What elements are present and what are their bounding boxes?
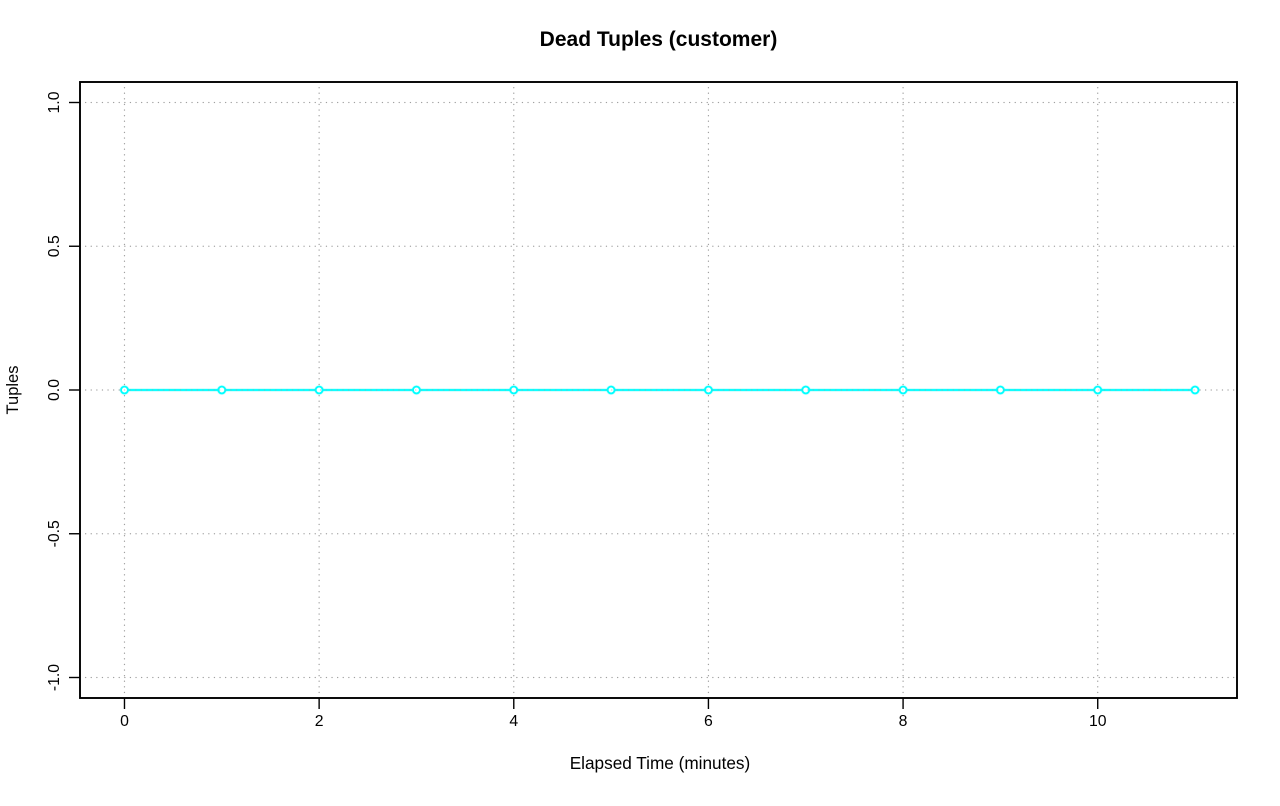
svg-text:Tuples: Tuples [4, 366, 22, 415]
svg-text:-0.5: -0.5 [46, 520, 63, 547]
svg-text:8: 8 [899, 713, 908, 730]
svg-text:0.0: 0.0 [46, 379, 63, 401]
svg-text:2: 2 [315, 713, 324, 730]
svg-text:10: 10 [1089, 713, 1107, 730]
svg-text:-1.0: -1.0 [46, 664, 63, 691]
svg-text:1.0: 1.0 [46, 91, 63, 113]
svg-text:4: 4 [509, 713, 518, 730]
svg-text:0.5: 0.5 [46, 235, 63, 257]
svg-text:Dead Tuples (customer): Dead Tuples (customer) [540, 28, 778, 51]
svg-text:Elapsed Time (minutes): Elapsed Time (minutes) [570, 753, 751, 773]
svg-text:0: 0 [120, 713, 129, 730]
svg-text:6: 6 [704, 713, 713, 730]
